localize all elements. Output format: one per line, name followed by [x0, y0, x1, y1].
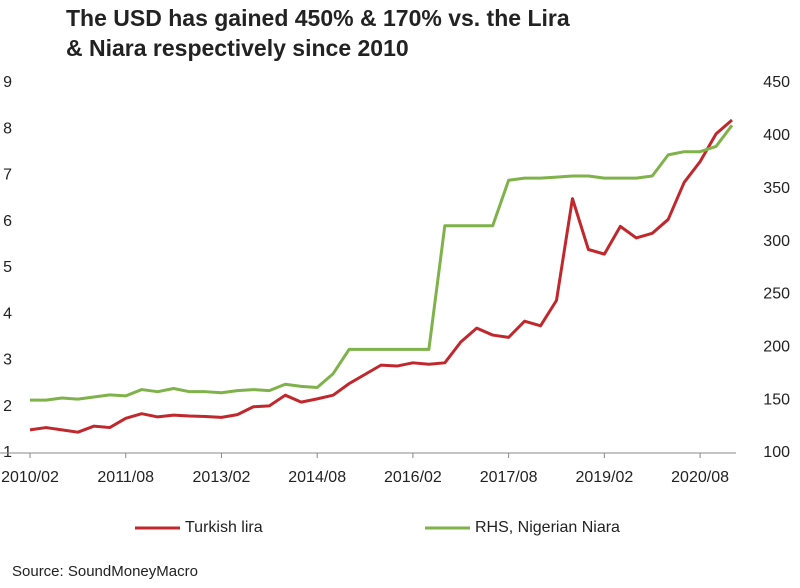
y2-tick-label: 200	[763, 339, 790, 356]
legend-label: Turkish lira	[185, 519, 263, 536]
chart-title: The USD has gained 450% & 170% vs. the L…	[66, 5, 570, 31]
y2-tick-label: 250	[763, 286, 790, 303]
x-tick-label: 2011/08	[97, 469, 154, 486]
y-tick-label: 6	[3, 213, 12, 230]
source: Source: SoundMoneyMacro	[12, 563, 198, 580]
line-series	[29, 118, 733, 434]
y2-tick-label: 150	[763, 391, 790, 408]
y2-tick-label: 100	[763, 444, 790, 461]
y2-tick-label: 350	[763, 180, 790, 197]
y-tick-label: 5	[3, 259, 12, 276]
y2-tick-label: 450	[763, 74, 790, 91]
y-tick-label: 4	[3, 305, 12, 322]
x-tick-label: 2014/08	[288, 469, 346, 486]
y-tick-label: 7	[3, 167, 12, 184]
x-tick-label: 2010/02	[1, 469, 59, 486]
x-tick-label: 2017/08	[480, 469, 538, 486]
y2-tick-label: 400	[763, 127, 790, 144]
y-tick-label: 2	[3, 398, 12, 415]
y-tick-label: 3	[3, 352, 12, 369]
x-tick-label: 2013/02	[193, 469, 251, 486]
y-tick-label: 8	[3, 120, 12, 137]
x-tick-label: 2019/02	[575, 469, 633, 486]
line-series	[30, 124, 734, 402]
chart-title: & Niara respectively since 2010	[66, 35, 409, 61]
legend-label: RHS, Nigerian Niara	[475, 519, 620, 536]
x-tick-label: 2020/08	[671, 469, 729, 486]
y2-tick-label: 300	[763, 233, 790, 250]
x-tick-label: 2016/02	[384, 469, 442, 486]
y-tick-label: 9	[3, 74, 12, 91]
